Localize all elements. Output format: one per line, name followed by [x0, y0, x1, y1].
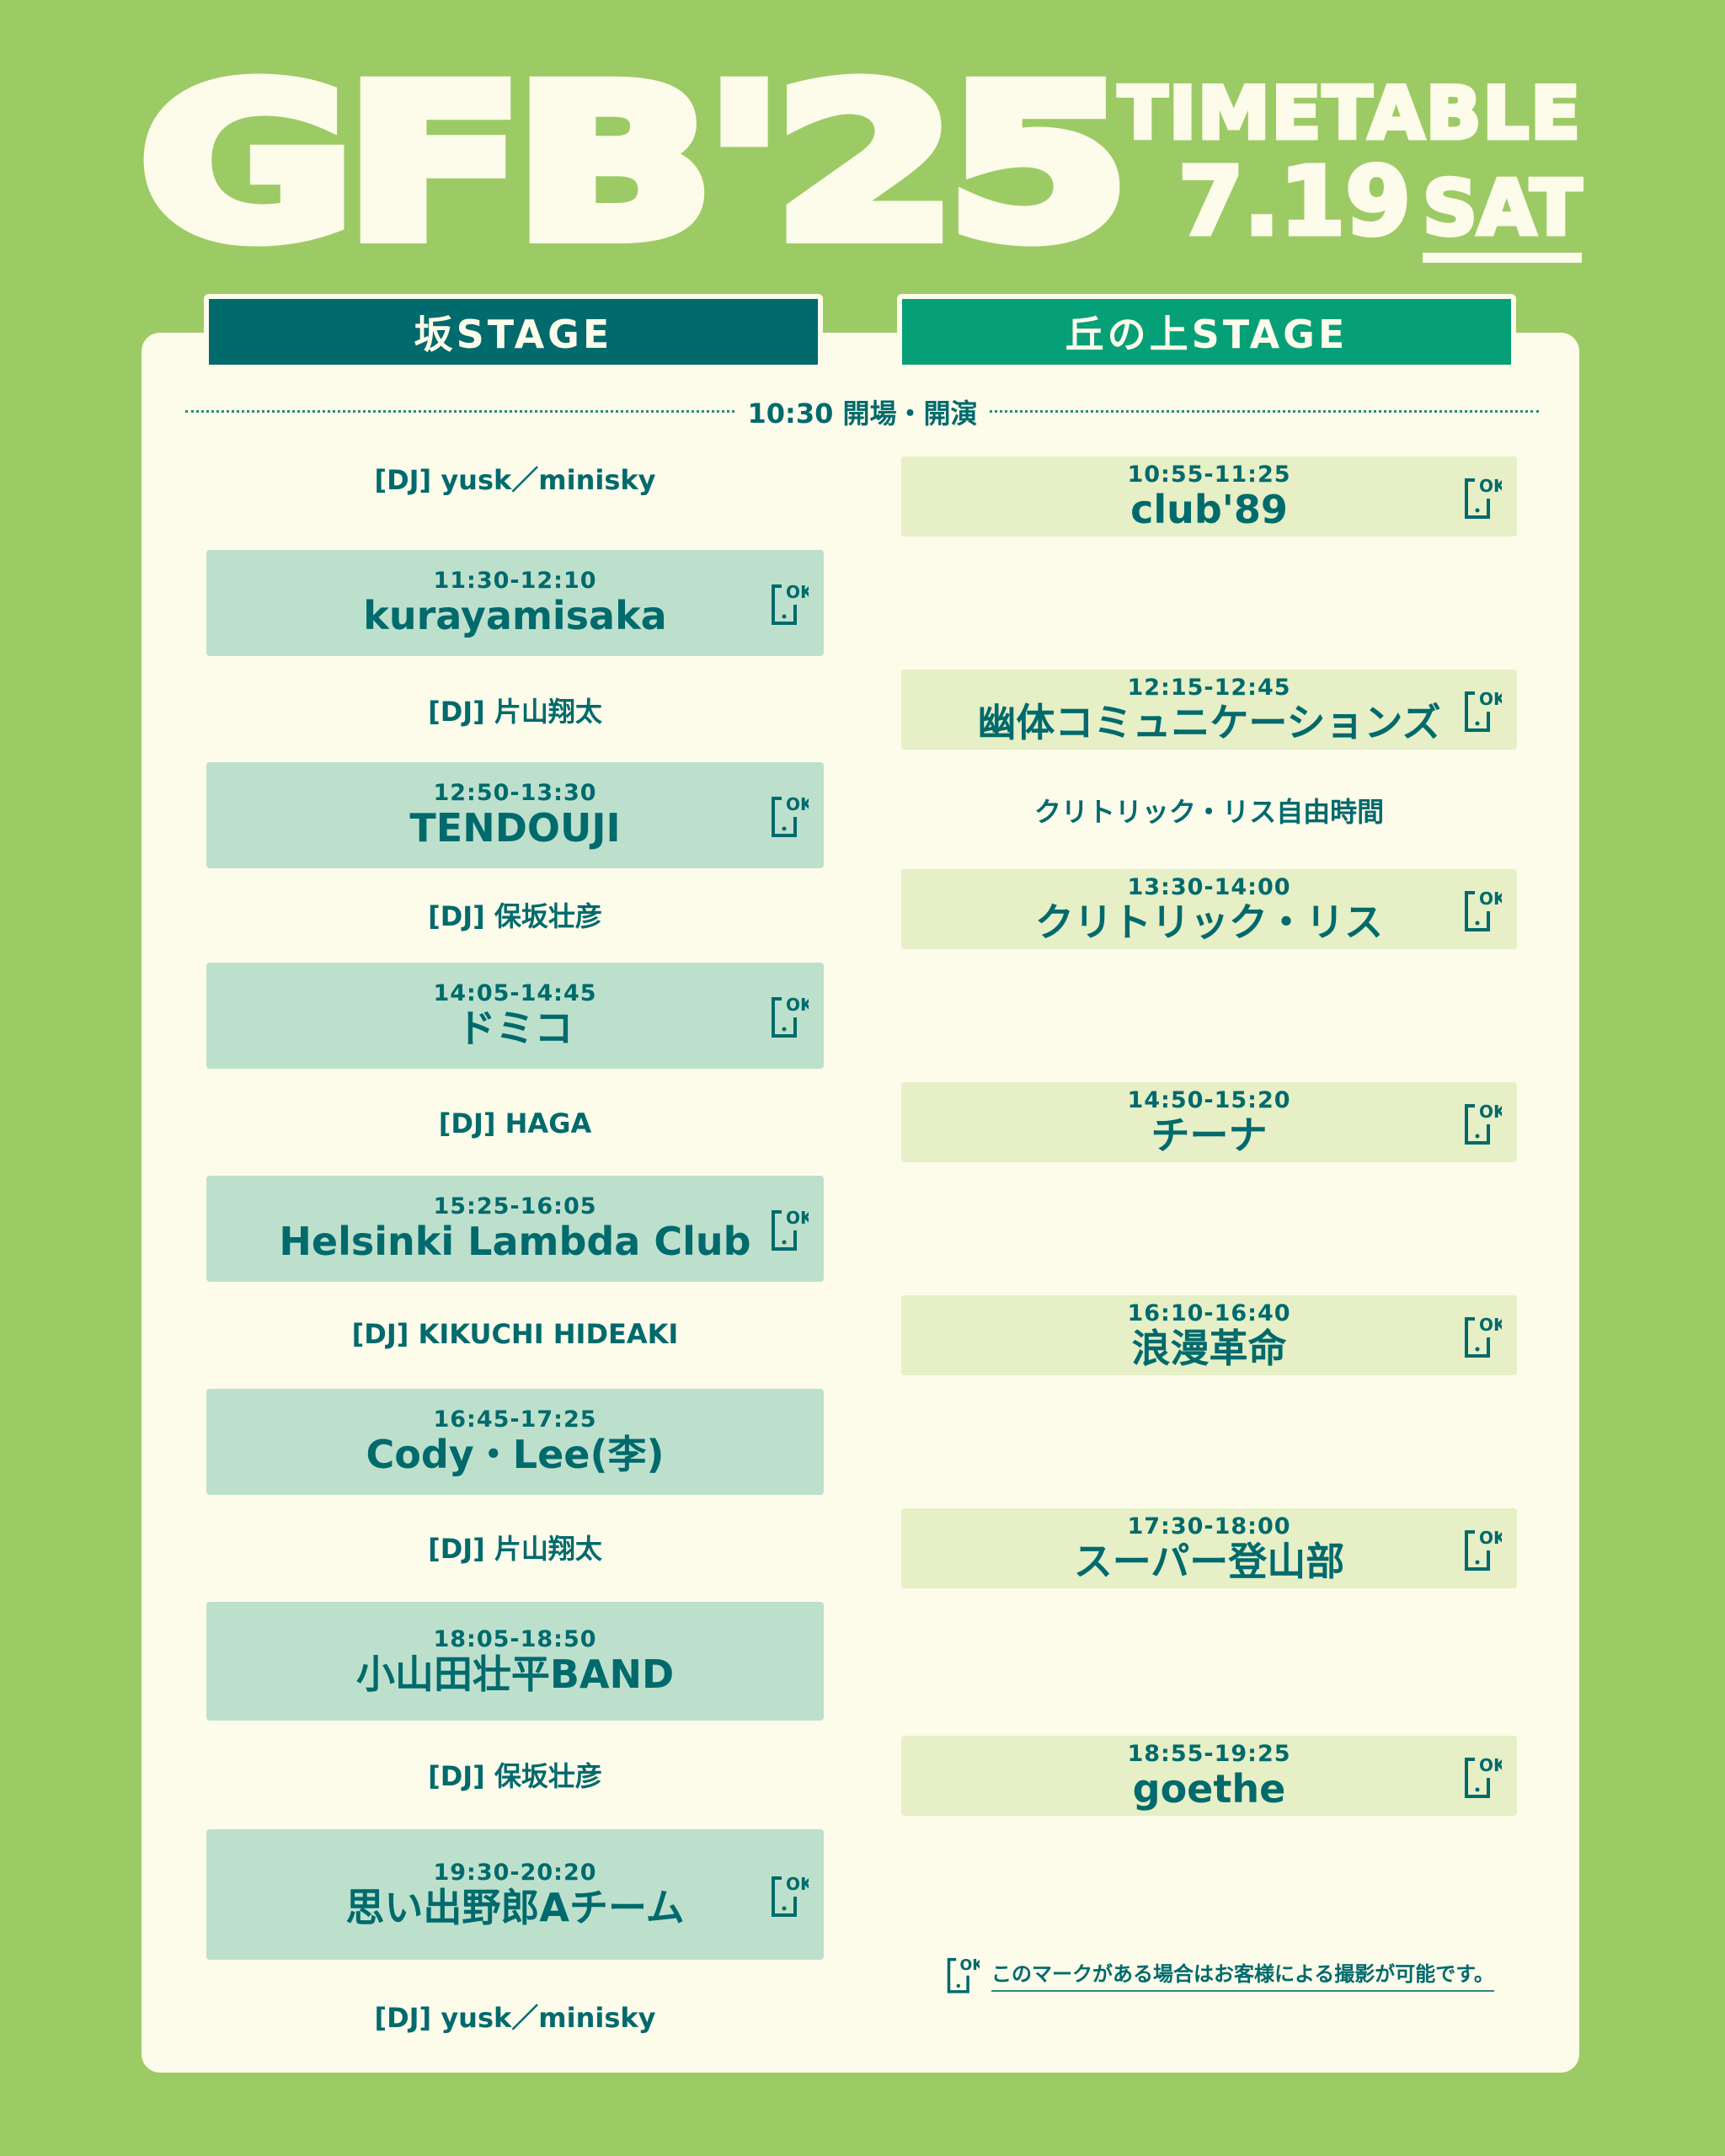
dj-slot: [DJ] 片山翔太	[428, 1533, 602, 1565]
act-time: 18:05-18:50	[433, 1625, 597, 1652]
act-time: 14:50-15:20	[1127, 1086, 1291, 1113]
stage-tab-okanoue: 丘の上STAGE	[897, 294, 1516, 365]
stage-tab-saka: 坂STAGE	[204, 294, 823, 365]
act-name: goethe	[1132, 1765, 1286, 1812]
act-slot: 12:15-12:45 幽体コミュニケーションズ OK	[901, 670, 1517, 750]
act-time: 17:30-18:00	[1127, 1513, 1291, 1540]
dj-slot: [DJ] 保坂壮彦	[428, 900, 602, 932]
act-time: 18:55-19:25	[1127, 1740, 1291, 1767]
act-name: Helsinki Lambda Club	[279, 1219, 751, 1265]
act-slot: 15:25-16:05 Helsinki Lambda Club OK	[206, 1176, 824, 1282]
svg-text:OK: OK	[1479, 1102, 1502, 1122]
act-name: クリトリック・リス	[1034, 899, 1384, 945]
act-time: 14:05-14:45	[433, 980, 597, 1007]
act-slot: 13:30-14:00 クリトリック・リス OK	[901, 869, 1517, 949]
act-name: ドミコ	[457, 1006, 574, 1052]
svg-text:OK: OK	[1479, 689, 1502, 709]
date: 7.19	[1176, 147, 1413, 257]
svg-text:OK: OK	[1479, 1315, 1502, 1335]
svg-text:OK: OK	[1479, 889, 1502, 909]
act-time: 19:30-20:20	[433, 1859, 597, 1886]
act-name: kurayamisaka	[363, 593, 667, 639]
photo-ok-note: このマークがある場合はお客様による撮影が可能です。	[991, 1957, 1494, 1992]
dj-slot: [DJ] 保坂壮彦	[428, 1760, 602, 1792]
weekday: SAT	[1421, 164, 1583, 263]
photo-ok-icon: OK	[770, 792, 814, 839]
act-slot: 16:10-16:40 浪漫革命 OK	[901, 1295, 1517, 1375]
photo-ok-icon: OK	[770, 992, 814, 1039]
opening-time: 10:30 開場・開演	[0, 392, 1725, 431]
photo-ok-icon: OK	[1463, 1312, 1508, 1359]
act-time: 11:30-12:10	[433, 568, 597, 595]
act-time: 12:50-13:30	[433, 780, 597, 807]
photo-ok-icon: OK	[947, 1957, 980, 1993]
act-name: club'89	[1130, 486, 1288, 532]
dj-slot: [DJ] yusk／minisky	[374, 464, 656, 496]
act-slot: 18:55-19:25 goethe OK	[901, 1736, 1517, 1816]
act-name: Cody・Lee(李)	[366, 1432, 665, 1478]
photo-ok-icon: OK	[770, 1871, 814, 1919]
dj-slot: [DJ] KIKUCHI HIDEAKI	[351, 1318, 679, 1350]
festival-logo: GFB'25	[131, 41, 1138, 286]
svg-text:OK: OK	[1479, 476, 1502, 496]
act-slot: 16:45-17:25 Cody・Lee(李)	[206, 1389, 824, 1495]
act-time: 15:25-16:05	[433, 1193, 597, 1220]
act-name: チーナ	[1151, 1112, 1268, 1158]
svg-text:OK: OK	[786, 1208, 809, 1228]
timetable-heading: TIMETABLE	[1116, 72, 1583, 156]
svg-text:OK: OK	[786, 794, 809, 814]
act-name: 浪漫革命	[1131, 1325, 1287, 1371]
act-slot: 11:30-12:10 kurayamisaka OK	[206, 550, 824, 656]
svg-text:OK: OK	[786, 582, 809, 602]
act-time: 12:15-12:45	[1127, 674, 1291, 701]
act-name: 幽体コミュニケーションズ	[977, 699, 1441, 745]
act-name: TENDOUJI	[409, 805, 621, 851]
svg-text:OK: OK	[1479, 1755, 1502, 1775]
opening-label: 10:30 開場・開演	[735, 398, 990, 430]
act-time: 10:55-11:25	[1127, 461, 1291, 488]
act-name: 思い出野郎Aチーム	[345, 1884, 685, 1930]
act-name: スーパー登山部	[1073, 1538, 1345, 1584]
act-time: 16:45-17:25	[433, 1406, 597, 1433]
act-slot: 12:50-13:30 TENDOUJI OK	[206, 762, 824, 868]
act-slot: 17:30-18:00 スーパー登山部 OK	[901, 1508, 1517, 1588]
act-slot: 14:50-15:20 チーナ OK	[901, 1082, 1517, 1162]
photo-ok-legend: OK このマークがある場合はお客様による撮影が可能です。	[946, 1952, 1494, 1996]
dj-slot: [DJ] 片山翔太	[428, 696, 602, 728]
dj-slot: [DJ] HAGA	[438, 1107, 592, 1139]
act-slot: 14:05-14:45 ドミコ OK	[206, 963, 824, 1069]
photo-ok-icon: OK	[1463, 1525, 1508, 1572]
photo-ok-icon: OK	[1463, 886, 1508, 933]
act-time: 13:30-14:00	[1127, 873, 1291, 900]
act-slot: 18:05-18:50 小山田壮平BAND	[206, 1602, 824, 1721]
photo-ok-icon: OK	[1463, 1099, 1508, 1146]
ok-icon-text: OK	[960, 1957, 980, 1974]
svg-text:OK: OK	[1479, 1528, 1502, 1548]
photo-ok-icon: OK	[1463, 1753, 1508, 1800]
act-slot: 19:30-20:20 思い出野郎Aチーム OK	[206, 1829, 824, 1960]
act-name: 小山田壮平BAND	[355, 1651, 675, 1697]
dj-slot: [DJ] yusk／minisky	[374, 2002, 656, 2034]
timetable-title: TIMETABLE 7.19 SAT	[1116, 72, 1583, 263]
act-time: 16:10-16:40	[1127, 1299, 1291, 1326]
photo-ok-icon: OK	[770, 579, 814, 627]
svg-text:OK: OK	[786, 1874, 809, 1894]
act-slot: 10:55-11:25 club'89 OK	[901, 456, 1517, 536]
photo-ok-icon: OK	[1463, 686, 1508, 734]
photo-ok-icon: OK	[1463, 473, 1508, 520]
dj-slot: クリトリック・リス自由時間	[1033, 796, 1385, 828]
event-date: 7.19 SAT	[1118, 153, 1583, 263]
svg-text:OK: OK	[786, 995, 809, 1015]
photo-ok-icon: OK	[770, 1205, 814, 1252]
